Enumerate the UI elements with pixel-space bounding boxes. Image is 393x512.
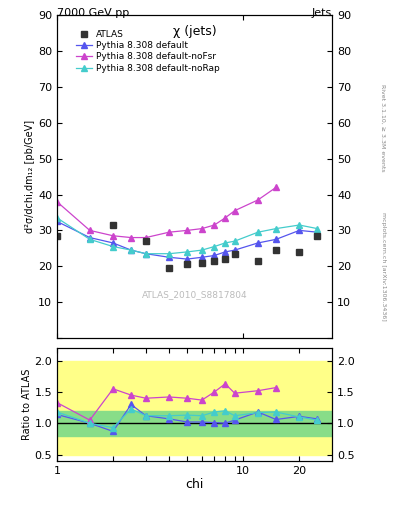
Pythia 8.308 default-noRap: [297, 222, 302, 228]
Pythia 8.308 default-noRap: [232, 238, 237, 244]
Pythia 8.308 default-noRap: [55, 215, 59, 221]
Pythia 8.308 default: [297, 227, 302, 233]
Y-axis label: d²σ/dchi,dm₁₂ [pb/GeV]: d²σ/dchi,dm₁₂ [pb/GeV]: [25, 120, 35, 233]
ATLAS: [297, 249, 302, 255]
Pythia 8.308 default-noFsr: [167, 229, 171, 236]
Text: 7000 GeV pp: 7000 GeV pp: [57, 8, 129, 18]
Text: Rivet 3.1.10, ≥ 3.3M events: Rivet 3.1.10, ≥ 3.3M events: [381, 84, 386, 172]
ATLAS: [55, 232, 59, 239]
ATLAS: [255, 258, 260, 264]
ATLAS: [167, 265, 171, 271]
Pythia 8.308 default-noFsr: [212, 222, 217, 228]
ATLAS: [223, 256, 228, 262]
Pythia 8.308 default-noRap: [200, 247, 204, 253]
Bar: [57, 411, 332, 436]
Pythia 8.308 default-noFsr: [143, 234, 148, 241]
Pythia 8.308 default-noFsr: [111, 232, 116, 239]
Pythia 8.308 default-noRap: [315, 225, 320, 231]
Pythia 8.308 default-noFsr: [255, 197, 260, 203]
ATLAS: [185, 261, 189, 267]
Pythia 8.308 default-noFsr: [129, 234, 134, 241]
Pythia 8.308 default-noRap: [129, 247, 134, 253]
Pythia 8.308 default: [200, 254, 204, 260]
Pythia 8.308 default-noRap: [274, 225, 278, 231]
Text: Jets: Jets: [312, 8, 332, 18]
Legend: ATLAS, Pythia 8.308 default, Pythia 8.308 default-noFsr, Pythia 8.308 default-no: ATLAS, Pythia 8.308 default, Pythia 8.30…: [72, 26, 223, 76]
Pythia 8.308 default-noFsr: [55, 199, 59, 205]
Pythia 8.308 default: [87, 234, 92, 241]
Pythia 8.308 default: [143, 251, 148, 257]
Text: ATLAS_2010_S8817804: ATLAS_2010_S8817804: [142, 290, 247, 299]
Line: Pythia 8.308 default: Pythia 8.308 default: [54, 219, 320, 262]
Pythia 8.308 default: [212, 252, 217, 259]
Text: χ (jets): χ (jets): [173, 25, 217, 38]
Pythia 8.308 default: [129, 247, 134, 253]
Pythia 8.308 default-noRap: [212, 244, 217, 250]
Pythia 8.308 default-noRap: [143, 251, 148, 257]
ATLAS: [200, 260, 204, 266]
Pythia 8.308 default-noRap: [167, 251, 171, 257]
Line: ATLAS: ATLAS: [54, 222, 320, 271]
Pythia 8.308 default-noRap: [111, 244, 116, 250]
Pythia 8.308 default-noFsr: [185, 227, 189, 233]
Pythia 8.308 default-noRap: [87, 237, 92, 243]
Pythia 8.308 default: [223, 249, 228, 255]
Y-axis label: Ratio to ATLAS: Ratio to ATLAS: [22, 369, 31, 440]
Pythia 8.308 default-noFsr: [274, 184, 278, 190]
Pythia 8.308 default: [274, 237, 278, 243]
Pythia 8.308 default: [232, 247, 237, 253]
Text: mcplots.cern.ch [arXiv:1306.3436]: mcplots.cern.ch [arXiv:1306.3436]: [381, 212, 386, 321]
Pythia 8.308 default: [315, 229, 320, 236]
Pythia 8.308 default: [111, 240, 116, 246]
Line: Pythia 8.308 default-noRap: Pythia 8.308 default-noRap: [54, 215, 320, 257]
ATLAS: [212, 258, 217, 264]
Bar: [57, 360, 332, 455]
Pythia 8.308 default-noRap: [223, 240, 228, 246]
Pythia 8.308 default-noRap: [255, 229, 260, 236]
ATLAS: [274, 247, 278, 253]
Line: Pythia 8.308 default-noFsr: Pythia 8.308 default-noFsr: [54, 185, 279, 240]
ATLAS: [111, 222, 116, 228]
Pythia 8.308 default: [185, 256, 189, 262]
ATLAS: [143, 238, 148, 244]
Pythia 8.308 default-noFsr: [87, 227, 92, 233]
Pythia 8.308 default-noFsr: [232, 208, 237, 214]
Pythia 8.308 default: [55, 218, 59, 224]
Pythia 8.308 default: [255, 240, 260, 246]
ATLAS: [315, 232, 320, 239]
ATLAS: [232, 251, 237, 257]
Pythia 8.308 default: [167, 254, 171, 260]
Pythia 8.308 default-noRap: [185, 249, 189, 255]
Pythia 8.308 default-noFsr: [223, 215, 228, 221]
X-axis label: chi: chi: [185, 478, 204, 492]
Pythia 8.308 default-noFsr: [200, 225, 204, 231]
